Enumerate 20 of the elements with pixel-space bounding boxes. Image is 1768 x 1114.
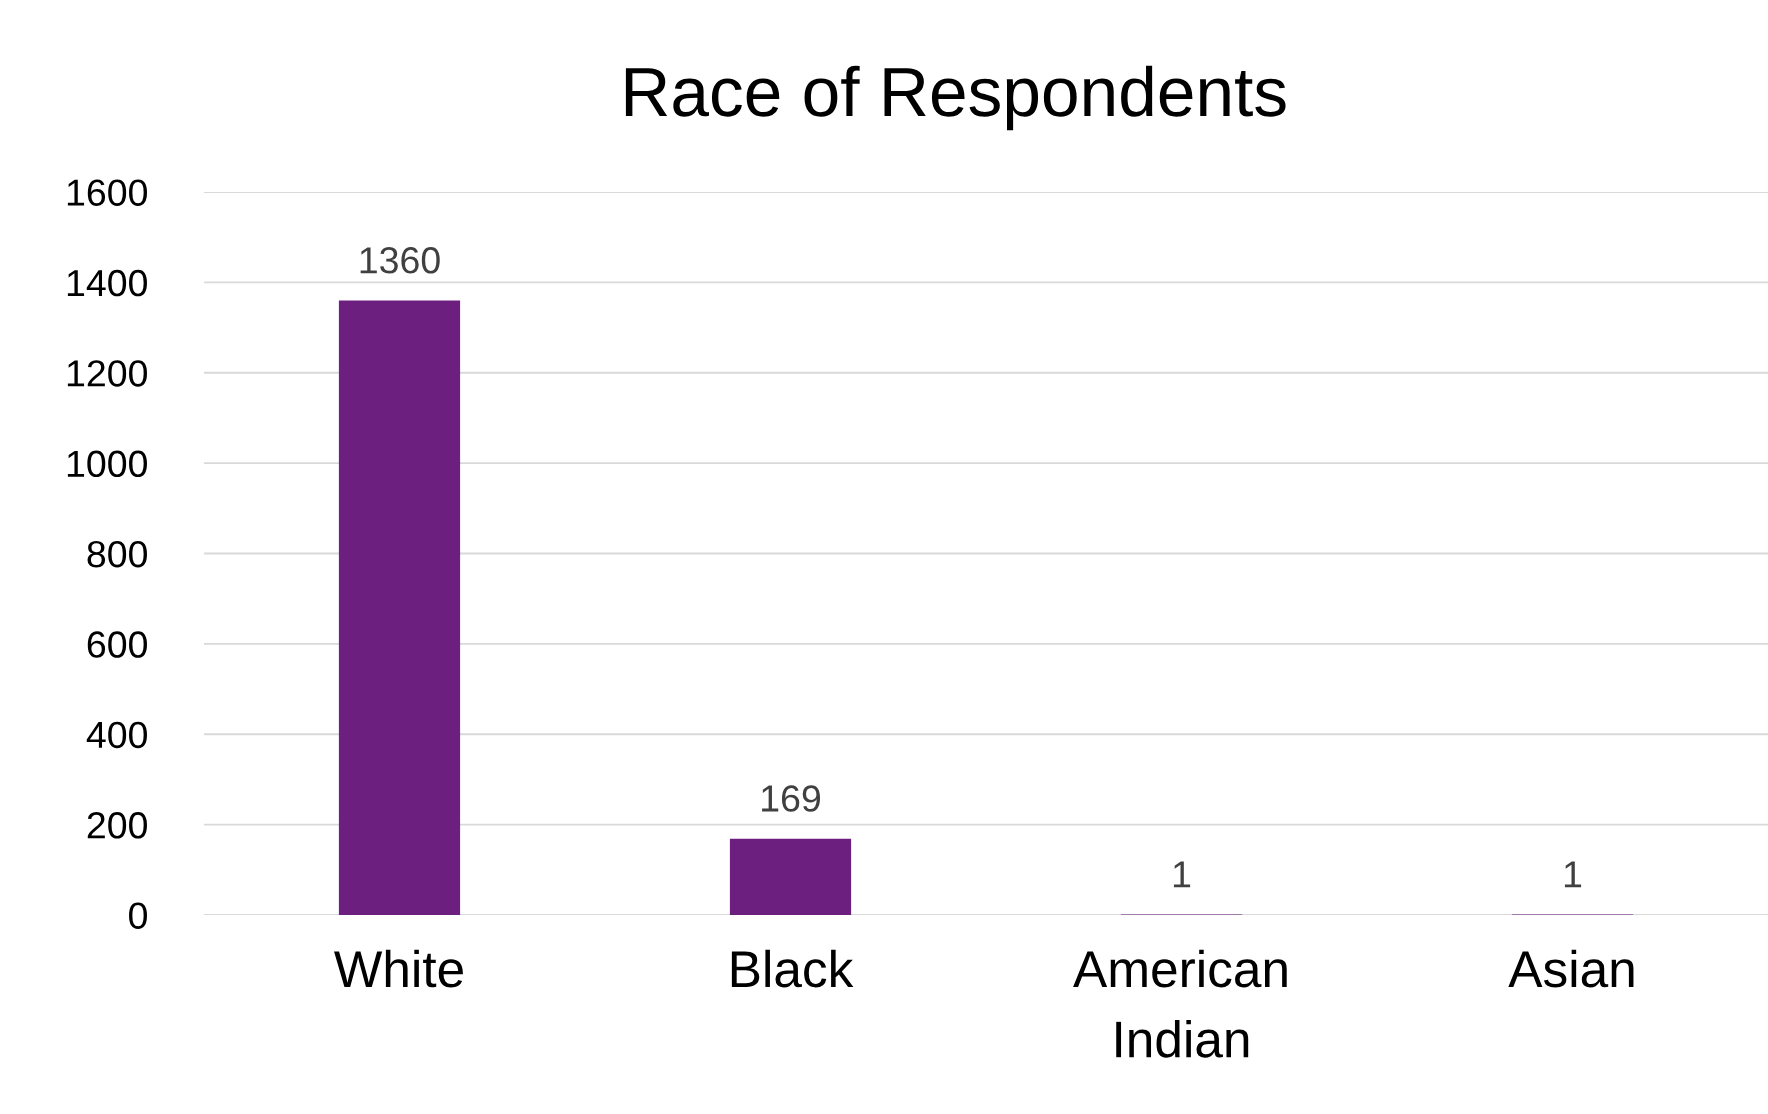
y-tick-label: 600 <box>87 631 147 658</box>
y-tick-label: 800 <box>87 540 147 568</box>
y-tick-label: 1600 <box>67 179 147 206</box>
data-label: 1 <box>1564 861 1582 888</box>
x-tick-label: White <box>334 949 463 988</box>
y-tick-label: 1000 <box>67 450 147 478</box>
data-label: 169 <box>762 785 821 812</box>
bar <box>338 300 461 915</box>
y-tick-label: 200 <box>87 812 147 839</box>
x-tick-label: Black <box>731 949 854 988</box>
y-tick-label: 0 <box>129 902 147 929</box>
chart-title: Race of Respondents <box>625 65 1286 131</box>
x-tick-label: American Indian <box>1073 949 1287 1058</box>
x-tick-label: Asian <box>1508 949 1634 988</box>
data-label: 1 <box>1173 861 1191 888</box>
y-tick-label: 400 <box>86 721 147 749</box>
bar <box>729 838 852 915</box>
y-tick-label: 1200 <box>67 360 147 387</box>
y-tick-label: 1400 <box>67 269 147 297</box>
data-label: 1360 <box>360 247 440 274</box>
